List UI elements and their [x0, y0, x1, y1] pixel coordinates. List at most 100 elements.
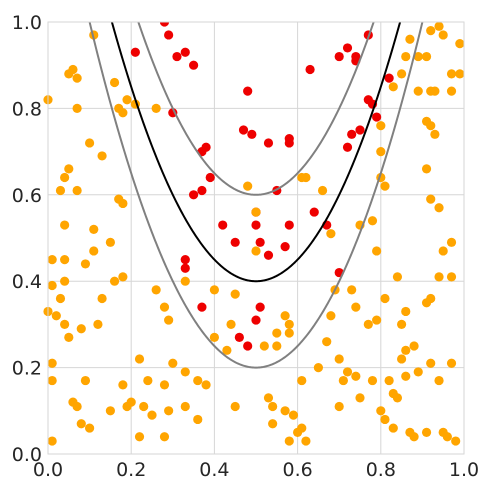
red-point [255, 237, 265, 247]
orange-point [380, 181, 390, 191]
orange-point [455, 69, 465, 79]
orange-point [209, 285, 219, 295]
orange-point [201, 380, 211, 390]
orange-point [105, 237, 115, 247]
orange-point [89, 224, 99, 234]
orange-point [109, 77, 120, 88]
orange-point [168, 358, 178, 368]
y-tick-label: 0.0 [12, 444, 42, 466]
x-tick-label: 0.4 [199, 459, 229, 481]
orange-point [434, 272, 444, 282]
orange-point [47, 436, 57, 446]
red-point [263, 138, 274, 148]
orange-point [60, 319, 70, 329]
upper-band-curve [130, 0, 382, 196]
orange-point [413, 51, 423, 62]
orange-point [122, 95, 132, 105]
orange-point [455, 39, 465, 49]
orange-point [384, 375, 394, 386]
y-tick-label: 0.8 [12, 98, 42, 120]
x-tick-label: 0.8 [366, 459, 396, 481]
orange-point [434, 375, 444, 386]
red-point [280, 242, 290, 252]
orange-point [180, 401, 190, 412]
orange-point [80, 259, 91, 269]
red-point [284, 138, 294, 148]
orange-point [409, 341, 419, 351]
red-point [384, 73, 394, 83]
red-point [263, 250, 274, 260]
orange-point [118, 272, 128, 282]
orange-point [413, 367, 423, 377]
orange-point [401, 306, 411, 317]
orange-point [72, 103, 82, 113]
orange-point [372, 315, 382, 325]
orange-point [251, 246, 261, 256]
orange-point [380, 414, 390, 425]
red-point [309, 207, 319, 217]
orange-point [326, 229, 336, 239]
orange-point [446, 358, 457, 368]
x-tick-label: 0.2 [116, 459, 146, 481]
orange-point [76, 324, 86, 334]
orange-point [47, 375, 57, 386]
orange-point [122, 401, 132, 412]
orange-point [388, 423, 398, 433]
orange-point [284, 319, 294, 329]
orange-point [293, 427, 303, 437]
orange-point [351, 302, 361, 312]
orange-point [280, 406, 290, 416]
orange-point [401, 51, 411, 62]
orange-point [355, 393, 365, 403]
orange-point [280, 311, 290, 321]
orange-point [421, 164, 432, 174]
orange-point [230, 289, 240, 299]
red-point [243, 86, 253, 96]
orange-point [338, 375, 348, 386]
orange-point [334, 354, 344, 364]
orange-point [272, 328, 282, 338]
orange-point [301, 172, 311, 183]
orange-point [313, 363, 323, 373]
orange-point [159, 302, 170, 312]
orange-point [85, 423, 95, 433]
orange-point [401, 345, 411, 355]
red-point [243, 341, 253, 351]
orange-point [430, 129, 440, 139]
red-point [234, 332, 244, 342]
orange-point [193, 375, 203, 386]
orange-point [301, 436, 311, 446]
orange-point [164, 315, 174, 325]
orange-point [446, 272, 457, 282]
orange-point [105, 406, 115, 416]
red-point [180, 255, 190, 265]
orange-point [426, 121, 436, 131]
y-tick-label: 1.0 [12, 12, 42, 34]
orange-point [397, 319, 407, 329]
orange-point [446, 69, 457, 79]
plot-frame [47, 21, 465, 455]
orange-point [85, 138, 95, 148]
orange-point [68, 64, 78, 75]
orange-point [438, 246, 448, 256]
red-point [180, 263, 190, 273]
red-point [251, 220, 261, 230]
orange-point [72, 185, 82, 196]
red-point [180, 47, 190, 57]
orange-point [376, 121, 386, 131]
x-tick-label: 1.0 [449, 459, 479, 481]
orange-point [347, 285, 357, 295]
orange-point [392, 393, 403, 403]
orange-point [342, 367, 353, 377]
orange-point [226, 319, 236, 329]
orange-point [180, 367, 190, 377]
orange-point [118, 198, 128, 209]
orange-point [259, 341, 269, 351]
orange-point [60, 220, 70, 230]
orange-point [376, 147, 386, 157]
orange-point [388, 82, 398, 92]
orange-point [118, 108, 128, 118]
orange-point [322, 337, 332, 347]
